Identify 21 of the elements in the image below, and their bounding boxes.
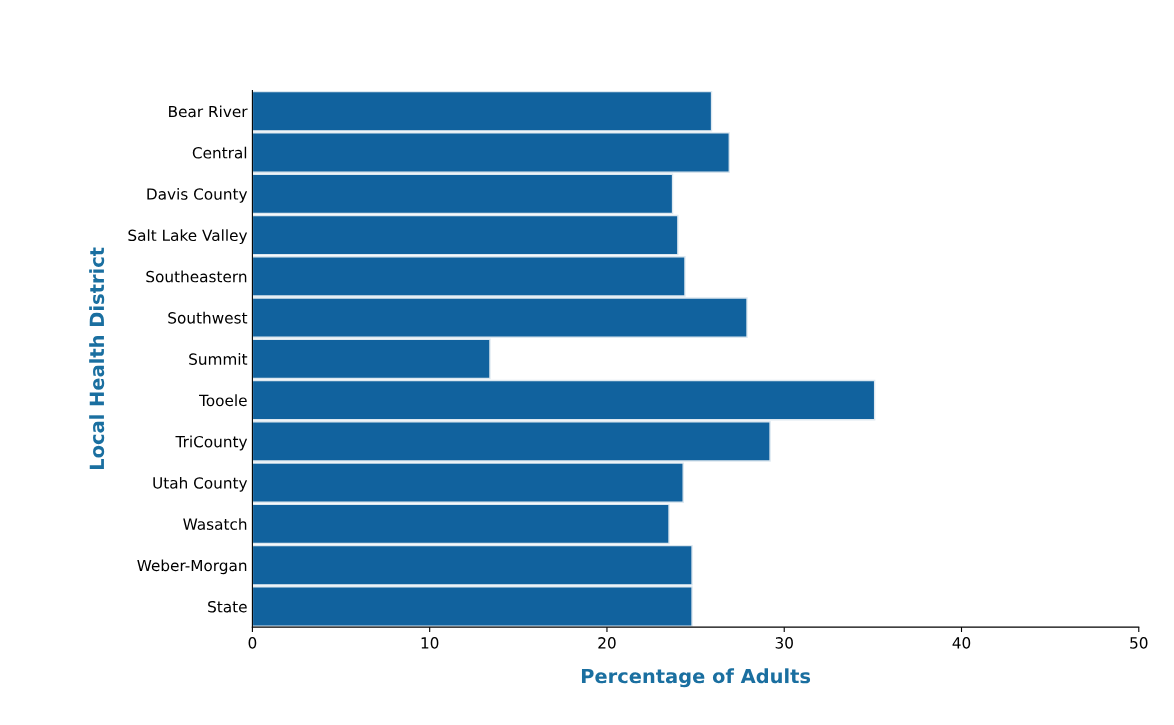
y-tick-label: Southeastern xyxy=(146,270,247,283)
y-tick-label: Utah County xyxy=(153,476,248,492)
x-tick-label: 50 xyxy=(1130,637,1148,649)
y-tick-label: Weber-Morgan xyxy=(137,559,247,575)
y-tick-label: TriCounty xyxy=(175,435,248,451)
y-tick-label: Tooele xyxy=(199,394,247,407)
y-tick-label: Davis County xyxy=(147,187,248,203)
x-tick-label: 40 xyxy=(952,637,971,649)
x-tick-label: 20 xyxy=(598,637,616,649)
y-tick-label: Bear River xyxy=(169,105,248,118)
x-tick-label: 30 xyxy=(775,637,793,649)
y-tick-label: Wasatch xyxy=(183,518,247,530)
y-tick-label: Central xyxy=(192,146,247,159)
x-axis-title: Percentage of Adults xyxy=(581,668,811,688)
y-tick-label: Summit xyxy=(189,353,248,365)
y-tick-label: Southwest xyxy=(168,311,248,324)
y-axis-title: Local Health District xyxy=(89,247,105,469)
x-tick-label: 10 xyxy=(421,637,439,649)
y-tick-label: Salt Lake Valley xyxy=(128,229,248,245)
y-tick-label: State xyxy=(208,600,247,613)
x-tick-label: 0 xyxy=(248,637,257,649)
